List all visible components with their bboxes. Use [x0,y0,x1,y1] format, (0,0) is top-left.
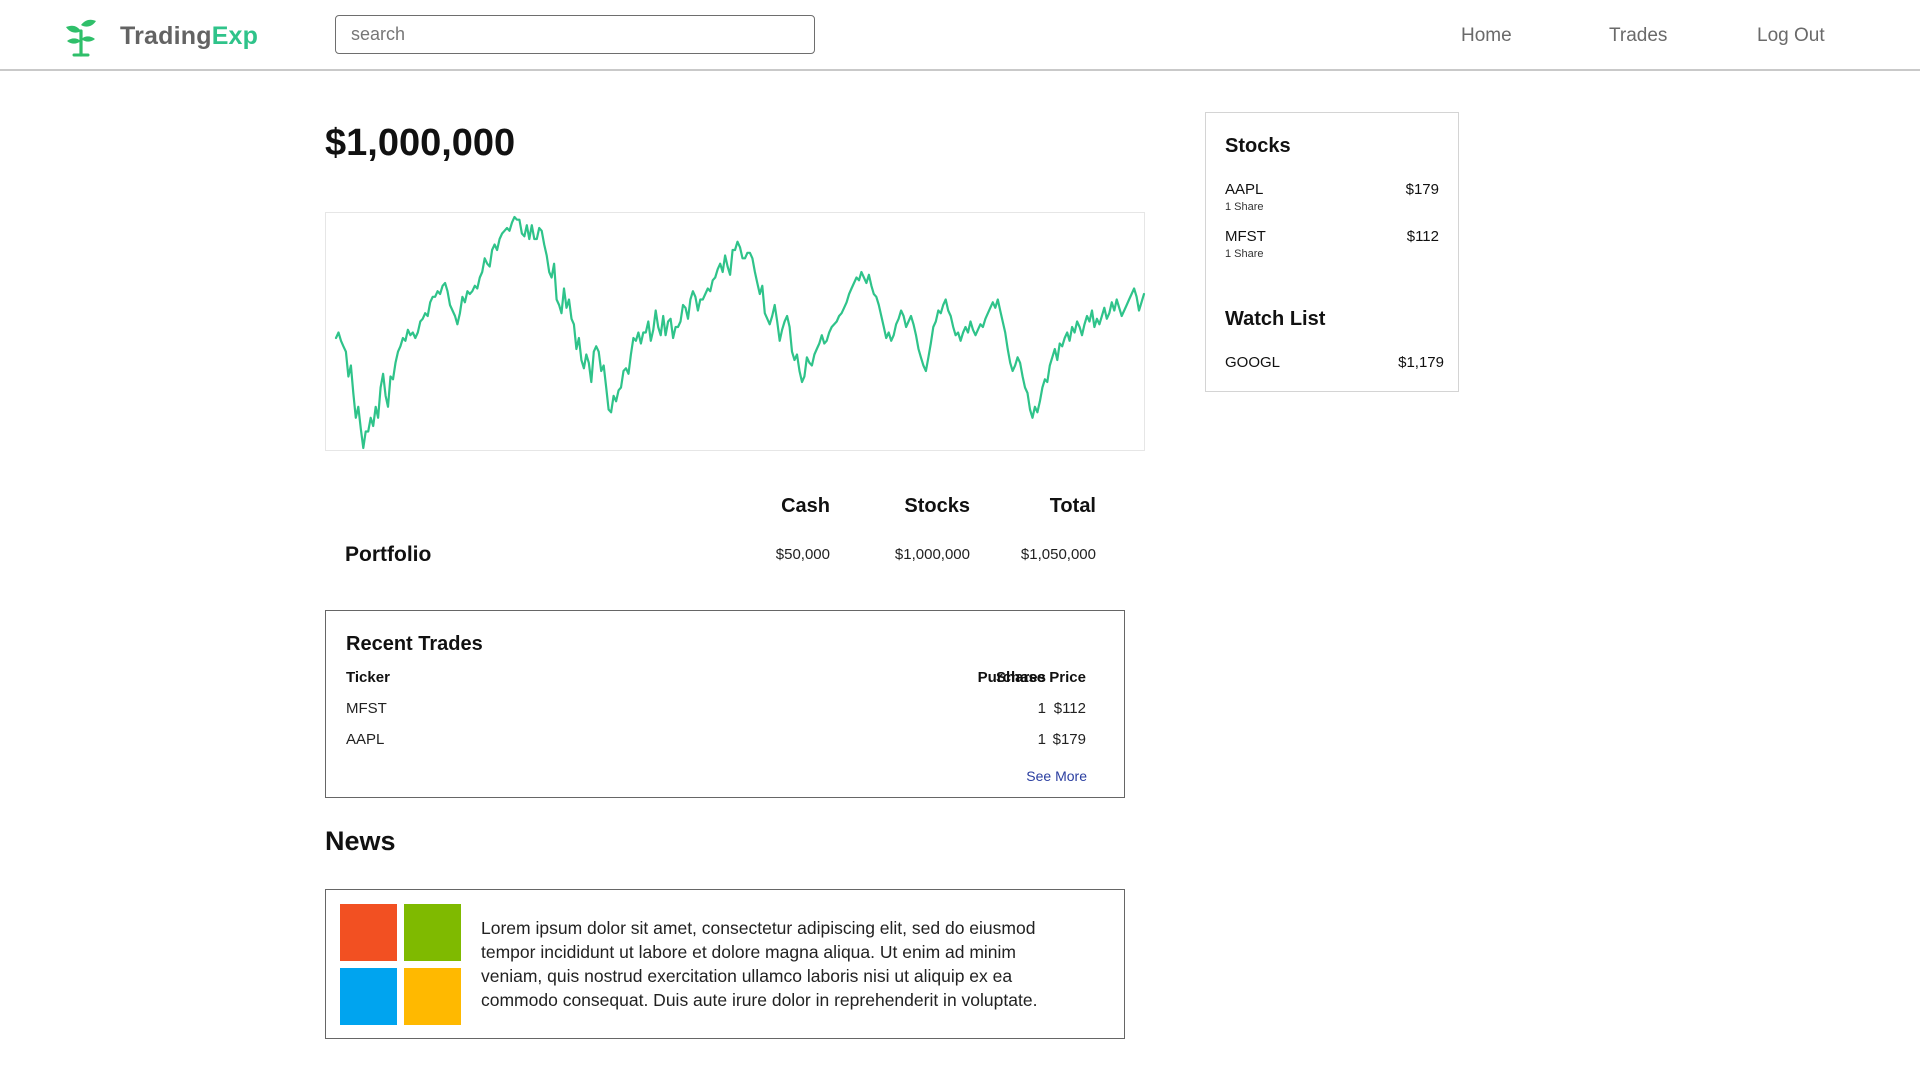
trade-ticker: MFST [346,700,387,717]
brand[interactable]: TradingExp [64,12,258,60]
windows-logo-icon [340,904,462,1026]
trades-header-price: Purchase Price [977,669,1086,686]
trade-price: $112 [1053,700,1086,717]
portfolio-chart [325,212,1146,451]
watchlist-title: Watch List [1225,308,1326,330]
trade-ticker: AAPL [346,731,385,748]
nav-logout-link[interactable]: Log Out [1757,25,1825,46]
chart-series-line [334,215,1146,450]
summary-header-cash: Cash [781,495,830,517]
stock-shares: 1 Share [1225,201,1264,213]
stocks-title: Stocks [1225,135,1291,157]
recent-trades-card: Recent Trades Ticker Shares Purchase Pri… [325,610,1125,798]
search-input[interactable] [335,15,815,54]
portfolio-total-value: $1,050,000 [1020,546,1096,563]
news-item[interactable]: Lorem ipsum dolor sit amet, consectetur … [325,889,1125,1039]
summary-header-total: Total [1049,495,1096,517]
logo-square-yellow [404,968,461,1025]
brand-name: TradingExp [120,22,258,51]
account-balance: $1,000,000 [325,122,516,164]
stock-price: $179 [1405,181,1439,198]
top-navbar: TradingExp Home Trades Log Out [0,0,1920,71]
portfolio-chart-svg [334,215,1146,450]
portfolio-cash-value: $50,000 [775,546,830,563]
recent-trades-title: Recent Trades [346,633,483,655]
nav-home-link[interactable]: Home [1461,25,1512,46]
news-item-text: Lorem ipsum dolor sit amet, consectetur … [481,918,1038,1010]
portfolio-stocks-value: $1,000,000 [894,546,970,563]
logo-square-green [404,904,461,961]
trade-price: $179 [1052,731,1086,748]
news-title: News [325,826,396,856]
brand-name-part1: Trading [120,21,212,50]
watchlist-price: $1,179 [1398,354,1444,371]
trade-shares: 1 [1037,731,1046,748]
trades-header-shares: Shares [995,669,1046,686]
sprout-icon [64,11,98,62]
stock-shares: 1 Share [1225,248,1264,260]
stock-ticker: MFST [1225,228,1266,245]
see-more-link[interactable]: See More [1026,768,1087,784]
nav-trades-link[interactable]: Trades [1609,25,1668,46]
trade-shares: 1 [1037,700,1046,717]
brand-name-part2: Exp [211,21,259,50]
stock-price: $112 [1406,228,1439,245]
watchlist-ticker: GOOGL [1225,354,1281,371]
logo-square-red [340,904,397,961]
holdings-card: Stocks AAPL 1 Share $179 MFST 1 Share $1… [1205,112,1459,392]
portfolio-label: Portfolio [345,543,432,566]
stock-ticker: AAPL [1225,181,1264,198]
logo-square-blue [340,968,397,1025]
trades-header-ticker: Ticker [346,669,390,686]
summary-header-stocks: Stocks [904,495,970,517]
